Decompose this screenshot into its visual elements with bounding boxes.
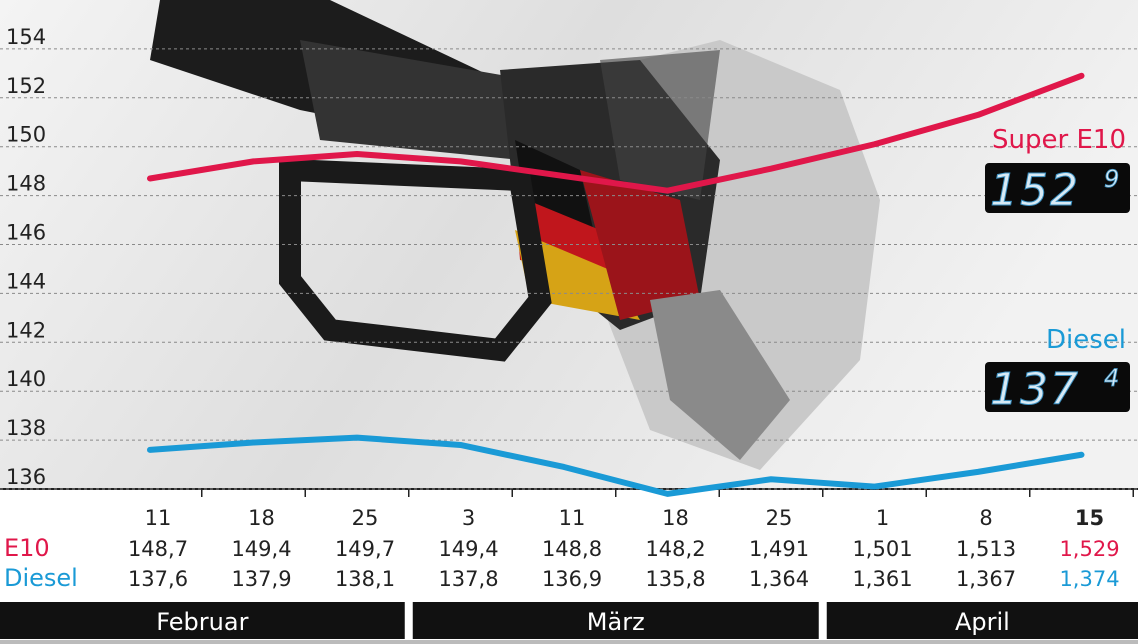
value-label: 1,529 bbox=[1059, 537, 1119, 561]
value-label: 1,364 bbox=[749, 567, 809, 591]
price-display-sup: 9 bbox=[1104, 165, 1119, 193]
value-label: 149,7 bbox=[335, 537, 395, 561]
value-label: 1,361 bbox=[852, 567, 912, 591]
value-label: 148,7 bbox=[128, 537, 188, 561]
y-tick-label: 154 bbox=[6, 25, 46, 49]
value-label: 1,491 bbox=[749, 537, 809, 561]
value-label: 148,2 bbox=[645, 537, 705, 561]
value-label: 138,1 bbox=[335, 567, 395, 591]
x-tick-label: 1 bbox=[876, 506, 889, 530]
value-label: 1,374 bbox=[1059, 567, 1119, 591]
value-label: 1,367 bbox=[956, 567, 1016, 591]
x-tick-label: 18 bbox=[248, 506, 275, 530]
x-tick-label: 11 bbox=[559, 506, 586, 530]
y-tick-label: 152 bbox=[6, 74, 46, 98]
x-tick-label: 3 bbox=[462, 506, 475, 530]
series-label: Diesel bbox=[1046, 325, 1126, 355]
value-label: 149,4 bbox=[231, 537, 291, 561]
x-tick-label: 18 bbox=[662, 506, 689, 530]
value-label: 148,8 bbox=[542, 537, 602, 561]
price-display-digits: 152 bbox=[990, 165, 1080, 216]
value-label: 137,6 bbox=[128, 567, 188, 591]
value-label: 1,513 bbox=[956, 537, 1016, 561]
series-label: Super E10 bbox=[992, 125, 1126, 155]
price-display-digits: 137 bbox=[990, 364, 1080, 415]
y-tick-label: 144 bbox=[6, 269, 46, 293]
month-label: April bbox=[955, 608, 1010, 636]
row-label: Diesel bbox=[4, 564, 78, 592]
month-label: März bbox=[587, 608, 645, 636]
value-label: 136,9 bbox=[542, 567, 602, 591]
value-label: 135,8 bbox=[645, 567, 705, 591]
y-tick-label: 148 bbox=[6, 172, 46, 196]
y-tick-label: 142 bbox=[6, 318, 46, 342]
value-label: 149,4 bbox=[438, 537, 498, 561]
x-tick-label: 8 bbox=[979, 506, 992, 530]
bottom-strip bbox=[0, 640, 1138, 644]
month-label: Februar bbox=[156, 608, 248, 636]
value-label: 137,8 bbox=[438, 567, 498, 591]
chart: 136138140142144146148150152154Super E101… bbox=[0, 0, 1138, 644]
x-tick-label: 25 bbox=[766, 506, 793, 530]
y-tick-label: 138 bbox=[6, 416, 46, 440]
y-tick-label: 136 bbox=[6, 465, 46, 489]
y-tick-label: 140 bbox=[6, 367, 46, 391]
x-tick-label: 11 bbox=[145, 506, 172, 530]
y-tick-label: 150 bbox=[6, 123, 46, 147]
row-label: E10 bbox=[4, 534, 50, 562]
x-tick-label: 25 bbox=[352, 506, 379, 530]
price-display-sup: 4 bbox=[1104, 364, 1119, 392]
value-label: 137,9 bbox=[231, 567, 291, 591]
x-tick-label: 15 bbox=[1075, 506, 1104, 530]
value-label: 1,501 bbox=[852, 537, 912, 561]
y-tick-label: 146 bbox=[6, 221, 46, 245]
